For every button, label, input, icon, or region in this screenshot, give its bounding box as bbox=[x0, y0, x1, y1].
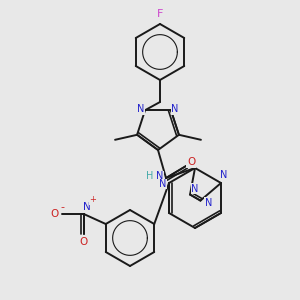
Text: N: N bbox=[191, 184, 199, 194]
Text: N: N bbox=[83, 202, 91, 212]
Text: F: F bbox=[157, 9, 163, 19]
Text: N: N bbox=[219, 171, 227, 181]
Text: N: N bbox=[137, 104, 145, 114]
Text: -: - bbox=[61, 202, 65, 212]
Text: N: N bbox=[205, 198, 212, 208]
Text: N: N bbox=[220, 170, 228, 180]
Text: N: N bbox=[156, 171, 164, 181]
Text: N: N bbox=[159, 179, 167, 189]
Text: +: + bbox=[89, 196, 96, 205]
Text: O: O bbox=[51, 209, 59, 219]
Text: O: O bbox=[80, 237, 88, 247]
Text: H: H bbox=[146, 171, 154, 181]
Text: O: O bbox=[187, 157, 195, 167]
Text: N: N bbox=[171, 104, 178, 114]
